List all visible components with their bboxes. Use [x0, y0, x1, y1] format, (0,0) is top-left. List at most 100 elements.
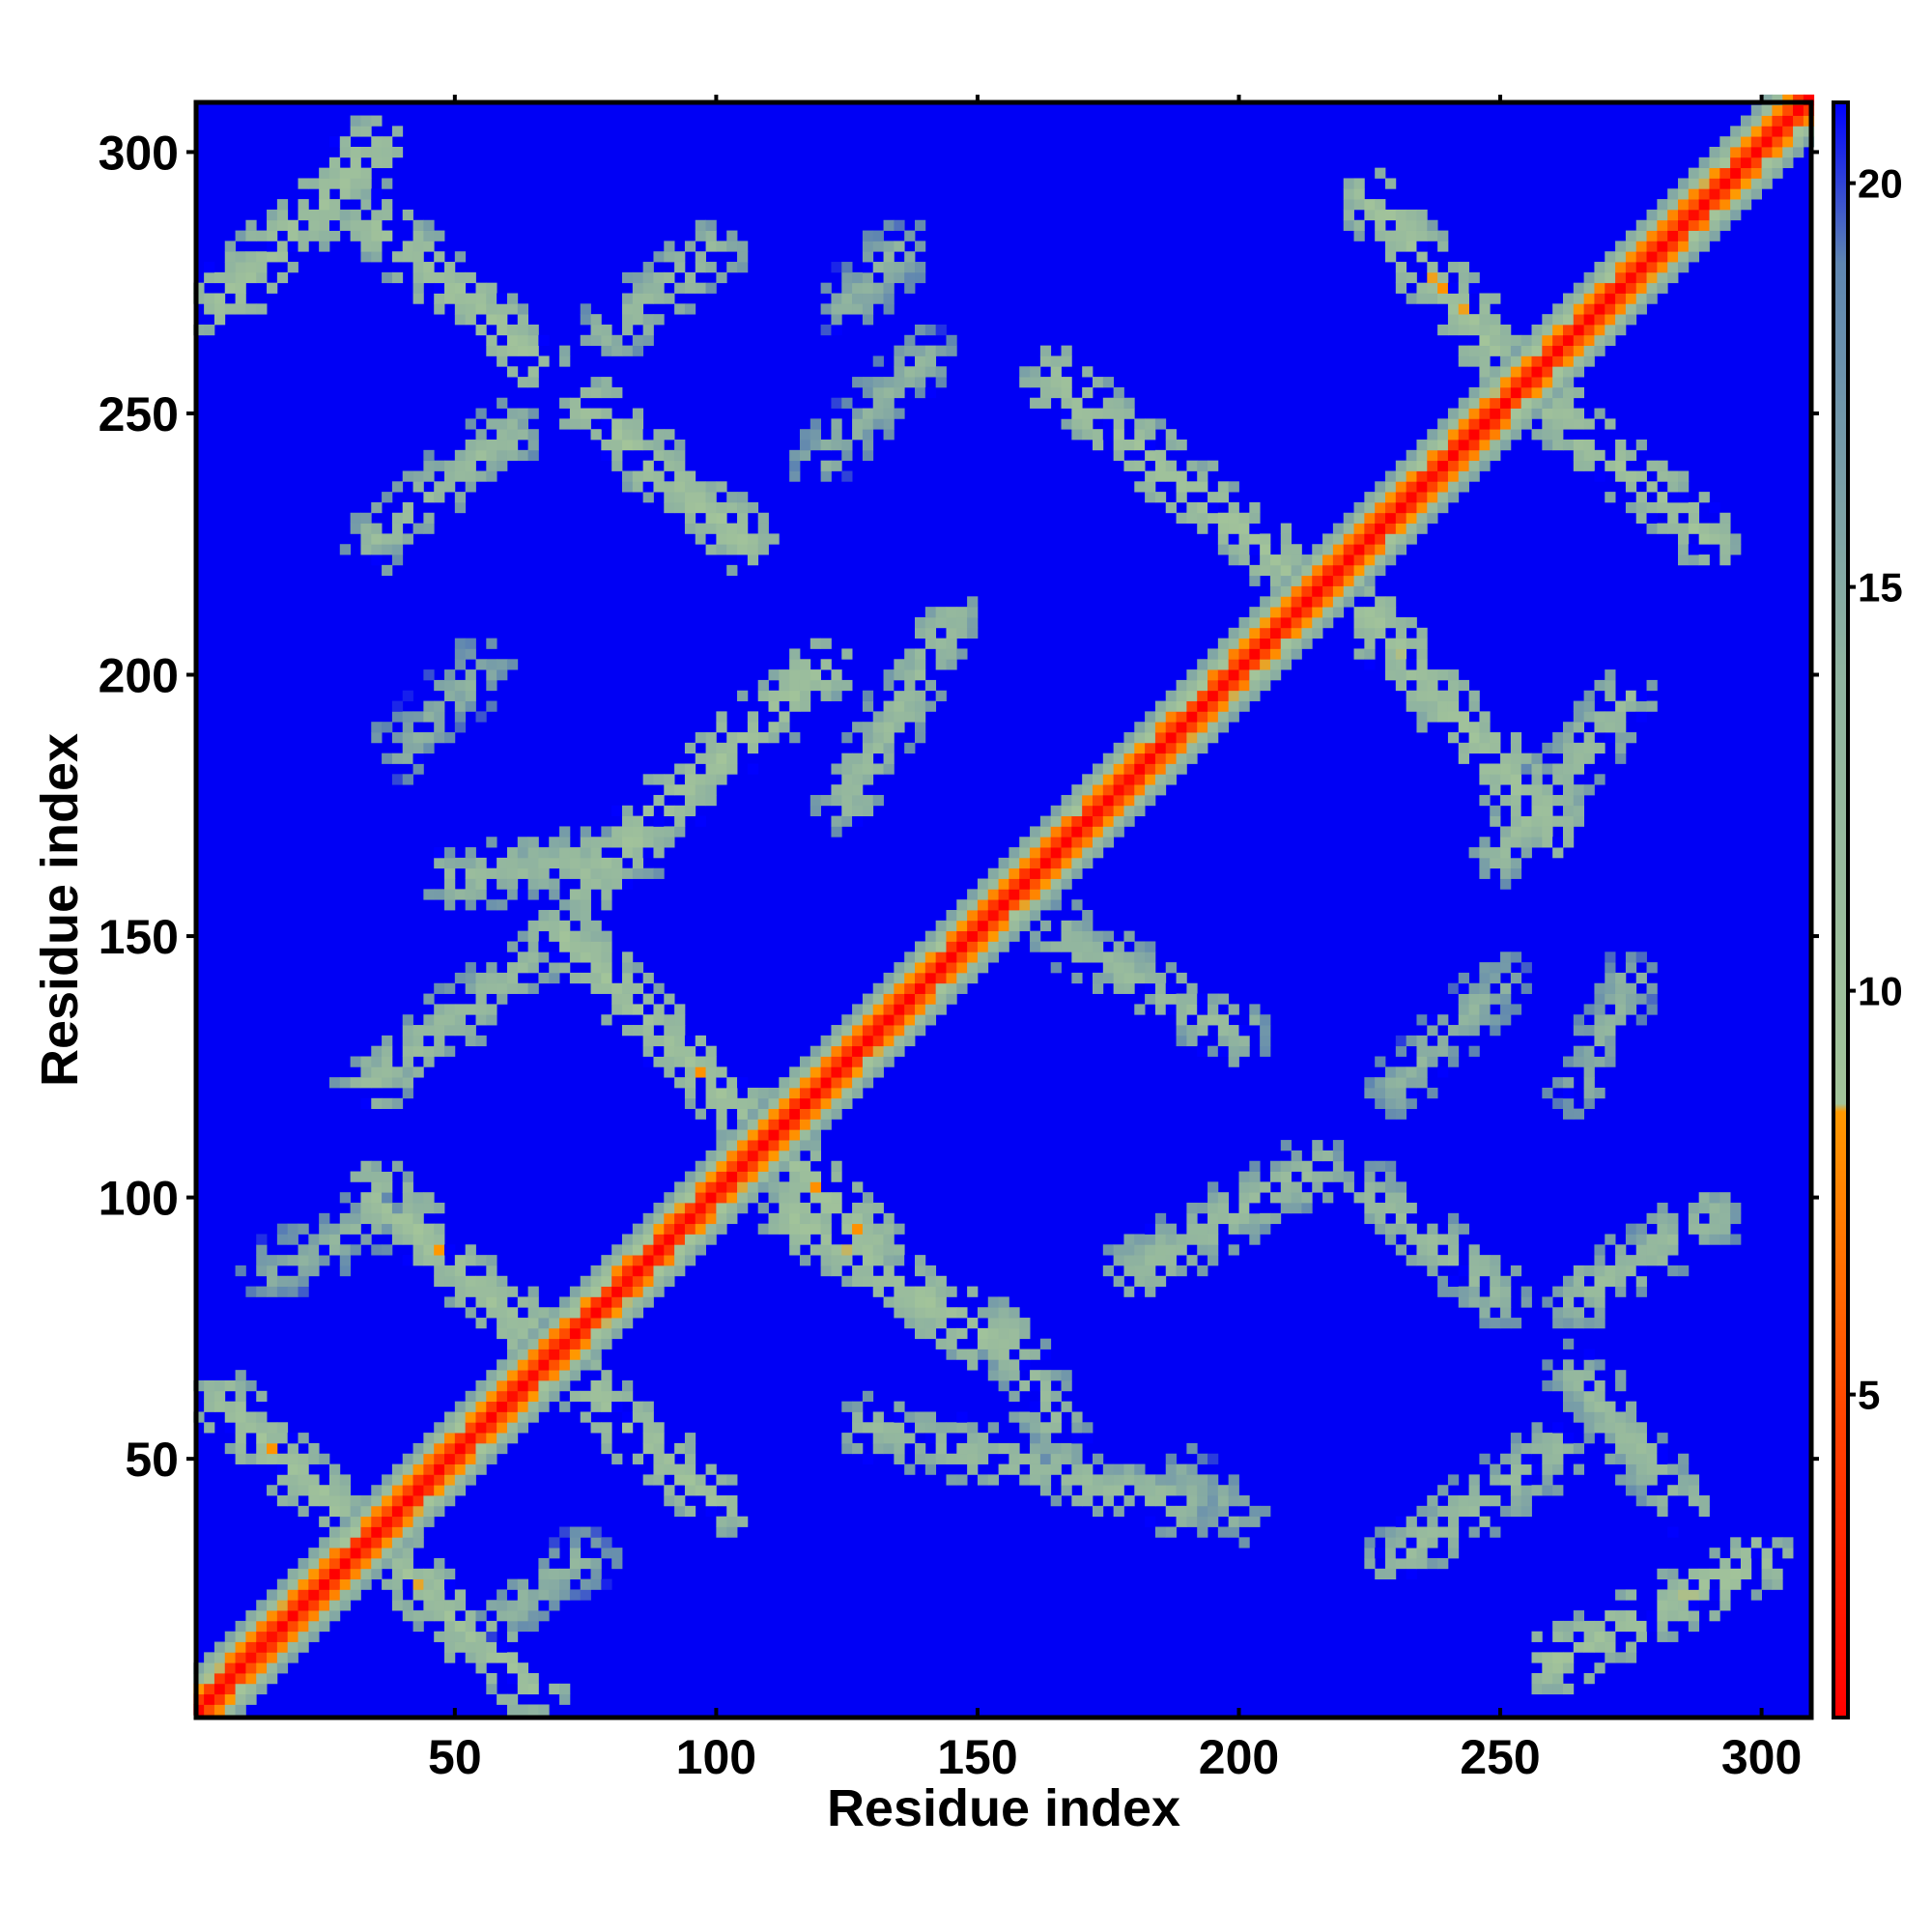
- heatmap-cell: [664, 241, 675, 252]
- heatmap-cell: [360, 1505, 372, 1518]
- heatmap-cell: [622, 271, 634, 284]
- heatmap-cell: [1385, 1234, 1397, 1245]
- heatmap-cell: [1406, 669, 1417, 681]
- heatmap-cell: [1447, 429, 1460, 440]
- heatmap-cell: [319, 1516, 330, 1527]
- heatmap-cell: [1709, 501, 1720, 514]
- heatmap-cell: [904, 1318, 916, 1329]
- heatmap-cell: [517, 314, 528, 326]
- heatmap-cell: [684, 1474, 696, 1486]
- heatmap-cell: [1542, 324, 1553, 336]
- heatmap-cell: [267, 1422, 278, 1434]
- heatmap-cell: [1385, 1181, 1397, 1193]
- heatmap-cell: [382, 1516, 393, 1527]
- heatmap-cell: [1615, 722, 1627, 733]
- heatmap-cell: [820, 440, 832, 451]
- heatmap-cell: [1260, 627, 1271, 639]
- heatmap-cell: [1646, 481, 1658, 493]
- heatmap-cell: [1490, 449, 1501, 462]
- heatmap-cell: [1583, 1379, 1595, 1392]
- heatmap-cell: [1123, 952, 1135, 963]
- heatmap-cell: [1238, 1192, 1250, 1204]
- heatmap-cell: [412, 1442, 424, 1455]
- heatmap-cell: [1050, 366, 1062, 378]
- heatmap-cell: [1375, 1181, 1386, 1193]
- heatmap-cell: [360, 1171, 372, 1182]
- heatmap-cell: [350, 230, 361, 242]
- heatmap-cell: [1145, 429, 1156, 440]
- heatmap-cell: [580, 1327, 591, 1340]
- heatmap-cell: [924, 1286, 937, 1297]
- heatmap-cell: [1542, 334, 1553, 347]
- heatmap-cell: [402, 1600, 413, 1611]
- heatmap-cell: [1447, 282, 1460, 294]
- heatmap-cell: [475, 440, 487, 451]
- heatmap-cell: [789, 1181, 801, 1193]
- heatmap-cell: [1625, 303, 1637, 315]
- heatmap-cell: [1605, 1035, 1616, 1047]
- heatmap-cell: [1385, 1087, 1397, 1099]
- heatmap-cell: [412, 241, 424, 252]
- heatmap-cell: [601, 1296, 612, 1308]
- heatmap-cell: [486, 303, 497, 315]
- heatmap-cell: [1562, 837, 1575, 848]
- heatmap-cell: [1019, 867, 1031, 879]
- heatmap-cell: [267, 209, 278, 221]
- heatmap-cell: [434, 1610, 445, 1622]
- heatmap-cell: [601, 1338, 612, 1350]
- heatmap-cell: [924, 366, 937, 378]
- heatmap-cell: [977, 1474, 989, 1486]
- heatmap-cell: [1657, 199, 1668, 211]
- heatmap-cell: [559, 1693, 571, 1705]
- heatmap-cell: [1176, 732, 1187, 744]
- heatmap-cell: [350, 1516, 361, 1527]
- heatmap-cell: [497, 972, 508, 984]
- heatmap-cell: [1552, 334, 1564, 347]
- heatmap-cell: [245, 251, 257, 263]
- heatmap-cell: [506, 1318, 519, 1329]
- heatmap-cell: [1510, 1474, 1522, 1486]
- heatmap-cell: [1531, 1433, 1543, 1444]
- heatmap-cell: [1406, 481, 1417, 493]
- heatmap-cell: [622, 1411, 634, 1423]
- heatmap-cell: [1134, 774, 1146, 785]
- heatmap-cell: [1573, 408, 1585, 419]
- heatmap-cell: [883, 397, 895, 409]
- heatmap-cell: [1740, 115, 1752, 127]
- heatmap-cell: [1573, 418, 1585, 430]
- heatmap-cell: [705, 784, 717, 796]
- heatmap-cell: [915, 262, 926, 273]
- heatmap-cell: [1009, 1390, 1020, 1403]
- heatmap-cell: [486, 1652, 497, 1663]
- heatmap-cell: [1030, 867, 1041, 879]
- heatmap-cell: [1573, 1045, 1585, 1057]
- heatmap-cell: [1615, 1411, 1627, 1423]
- heatmap-cell: [224, 1379, 236, 1392]
- heatmap-cell: [1698, 523, 1710, 534]
- heatmap-cell: [391, 1212, 404, 1225]
- heatmap-cell: [444, 1631, 456, 1642]
- heatmap-cell: [924, 607, 937, 618]
- heatmap-cell: [1061, 1442, 1072, 1455]
- heatmap-cell: [915, 700, 926, 712]
- heatmap-cell: [382, 136, 393, 148]
- heatmap-cell: [894, 386, 905, 399]
- heatmap-cell: [1761, 167, 1773, 179]
- heatmap-cell: [664, 460, 675, 471]
- heatmap-cell: [820, 1066, 832, 1078]
- heatmap-cell: [1437, 1035, 1449, 1047]
- heatmap-cell: [1009, 847, 1020, 859]
- heatmap-cell: [1583, 1390, 1595, 1403]
- heatmap-cell: [486, 867, 497, 879]
- heatmap-cell: [946, 627, 957, 639]
- heatmap-cell: [1520, 345, 1532, 356]
- heatmap-cell: [371, 199, 383, 211]
- heatmap-cell: [1249, 1004, 1261, 1015]
- heatmap-cell: [1134, 1255, 1146, 1266]
- heatmap-cell: [1750, 156, 1762, 169]
- heatmap-cell: [1447, 460, 1460, 471]
- heatmap-cell: [1364, 1212, 1376, 1225]
- heatmap-cell: [1364, 209, 1376, 221]
- heatmap-cell: [245, 1379, 257, 1392]
- heatmap-cell: [444, 1463, 456, 1475]
